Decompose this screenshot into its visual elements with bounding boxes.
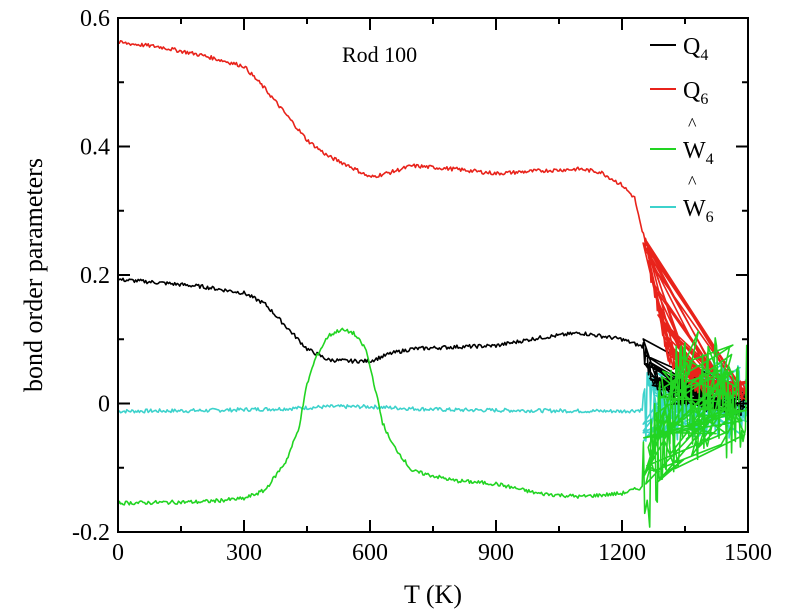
x-tick-label: 1500 bbox=[724, 540, 772, 566]
annotation-text: Rod 100 bbox=[342, 42, 417, 67]
y-tick-label: -0.2 bbox=[72, 520, 110, 546]
y-tick-label: 0.2 bbox=[80, 263, 110, 289]
x-tick-label: 1200 bbox=[598, 540, 646, 566]
legend: Q4 Q6 ^ W4 ^ W6 bbox=[650, 34, 714, 226]
legend-label: Q6 bbox=[683, 78, 708, 108]
legend-hat: ^ bbox=[688, 172, 697, 192]
x-tick-label: 300 bbox=[226, 540, 262, 566]
y-tick-label: 0.4 bbox=[80, 135, 110, 161]
y-tick-label: 0.6 bbox=[80, 6, 110, 32]
legend-label: Q4 bbox=[683, 34, 708, 64]
x-tick-label: 900 bbox=[478, 540, 514, 566]
legend-hat: ^ bbox=[688, 114, 697, 134]
y-axis-title: bond order parameters bbox=[19, 158, 48, 392]
y-tick-label: 0 bbox=[98, 392, 110, 418]
series-layer bbox=[117, 40, 749, 528]
legend-label: W6 bbox=[683, 196, 714, 226]
axis-ticks: 0 300 600 900 1200 1500-0.200.20.40.6 bbox=[72, 6, 772, 566]
x-tick-label: 0 bbox=[112, 540, 124, 566]
series-line-3 bbox=[117, 327, 749, 528]
x-axis-title: T (K) bbox=[404, 580, 462, 609]
x-tick-label: 600 bbox=[352, 540, 388, 566]
legend-label: W4 bbox=[683, 138, 714, 168]
series-line-2 bbox=[117, 40, 749, 401]
